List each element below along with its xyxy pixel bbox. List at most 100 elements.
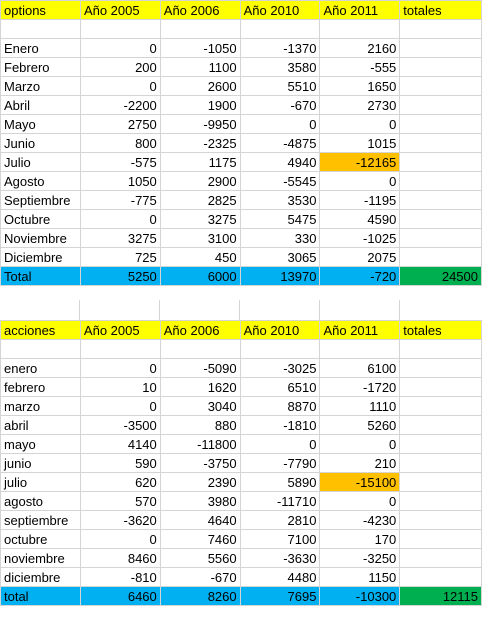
acciones-cell-8-0[interactable]: agosto [0,491,81,511]
options-cell-8-4[interactable]: 0 [319,171,401,191]
options-cell-3-0[interactable]: Marzo [0,76,81,96]
acciones-cell-0-0[interactable] [0,339,81,359]
acciones-cell-3-1[interactable]: 0 [79,396,161,416]
options-cell-6-0[interactable]: Junio [0,133,81,153]
acciones-cell-1-5[interactable] [399,358,482,378]
acciones-cell-5-2[interactable]: -11800 [159,434,241,454]
options-cell-total-0[interactable]: Total [0,266,81,286]
acciones-cell-4-1[interactable]: -3500 [79,415,161,435]
options-cell-9-5[interactable] [399,190,482,210]
acciones-cell-total-5[interactable]: 12115 [399,586,482,606]
options-cell-total-2[interactable]: 6000 [159,266,241,286]
acciones-cell-6-1[interactable]: 590 [79,453,161,473]
acciones-cell-10-4[interactable]: 170 [319,529,401,549]
acciones-cell-header-0[interactable]: acciones [0,320,81,340]
options-cell-2-5[interactable] [399,57,482,77]
acciones-cell-3-4[interactable]: 1110 [319,396,401,416]
options-cell-9-4[interactable]: -1195 [319,190,401,210]
options-cell-1-1[interactable]: 0 [79,38,161,58]
acciones-cell-9-0[interactable]: septiembre [0,510,81,530]
options-cell-3-4[interactable]: 1650 [319,76,401,96]
options-cell-total-1[interactable]: 5250 [79,266,161,286]
options-cell-6-3[interactable]: -4875 [239,133,321,153]
acciones-cell-11-4[interactable]: -3250 [319,548,401,568]
options-cell-7-3[interactable]: 4940 [239,152,321,172]
options-cell-3-1[interactable]: 0 [79,76,161,96]
options-cell-0-3[interactable] [239,19,321,39]
options-cell-7-4[interactable]: -12165 [319,152,401,172]
acciones-cell-3-0[interactable]: marzo [0,396,81,416]
acciones-cell-6-2[interactable]: -3750 [159,453,241,473]
options-cell-11-0[interactable]: Noviembre [0,228,81,248]
options-cell-11-4[interactable]: -1025 [319,228,401,248]
options-cell-total-3[interactable]: 13970 [239,266,321,286]
acciones-cell-total-4[interactable]: -10300 [319,586,401,606]
acciones-cell-11-2[interactable]: 5560 [159,548,241,568]
acciones-cell-7-5[interactable] [399,472,482,492]
options-cell-9-0[interactable]: Septiembre [0,190,81,210]
acciones-cell-2-2[interactable]: 1620 [159,377,241,397]
options-cell-9-3[interactable]: 3530 [239,190,321,210]
options-cell-5-4[interactable]: 0 [319,114,401,134]
acciones-cell-7-0[interactable]: julio [0,472,81,492]
options-cell-12-3[interactable]: 3065 [239,247,321,267]
options-cell-header-2[interactable]: Año 2006 [159,0,241,20]
acciones-cell-6-5[interactable] [399,453,482,473]
acciones-cell-1-2[interactable]: -5090 [159,358,241,378]
options-cell-0-5[interactable] [399,19,482,39]
options-cell-1-3[interactable]: -1370 [239,38,321,58]
options-cell-6-2[interactable]: -2325 [159,133,241,153]
acciones-cell-12-5[interactable] [399,567,482,587]
options-cell-4-1[interactable]: -2200 [79,95,161,115]
options-cell-11-1[interactable]: 3275 [79,228,161,248]
acciones-cell-7-1[interactable]: 620 [79,472,161,492]
acciones-cell-total-0[interactable]: total [0,586,81,606]
acciones-cell-3-5[interactable] [399,396,482,416]
options-cell-11-3[interactable]: 330 [239,228,321,248]
options-cell-2-1[interactable]: 200 [79,57,161,77]
options-cell-8-0[interactable]: Agosto [0,171,81,191]
options-cell-1-2[interactable]: -1050 [159,38,241,58]
acciones-cell-8-3[interactable]: -11710 [239,491,321,511]
options-cell-6-1[interactable]: 800 [79,133,161,153]
acciones-cell-12-1[interactable]: -810 [79,567,161,587]
acciones-cell-12-0[interactable]: diciembre [0,567,81,587]
acciones-cell-total-3[interactable]: 7695 [239,586,321,606]
options-cell-12-0[interactable]: Diciembre [0,247,81,267]
options-cell-5-1[interactable]: 2750 [79,114,161,134]
options-cell-0-2[interactable] [159,19,241,39]
acciones-cell-header-2[interactable]: Año 2006 [159,320,241,340]
options-cell-5-2[interactable]: -9950 [159,114,241,134]
options-cell-8-5[interactable] [399,171,482,191]
acciones-cell-6-0[interactable]: junio [0,453,81,473]
options-cell-12-5[interactable] [399,247,482,267]
options-cell-2-0[interactable]: Febrero [0,57,81,77]
options-cell-11-2[interactable]: 3100 [159,228,241,248]
options-cell-10-5[interactable] [399,209,482,229]
options-cell-2-2[interactable]: 1100 [159,57,241,77]
options-cell-7-2[interactable]: 1175 [159,152,241,172]
acciones-cell-5-0[interactable]: mayo [0,434,81,454]
options-cell-6-4[interactable]: 1015 [319,133,401,153]
acciones-cell-2-0[interactable]: febrero [0,377,81,397]
acciones-cell-4-0[interactable]: abril [0,415,81,435]
options-cell-total-4[interactable]: -720 [319,266,401,286]
options-cell-12-1[interactable]: 725 [79,247,161,267]
acciones-cell-8-4[interactable]: 0 [319,491,401,511]
options-cell-12-2[interactable]: 450 [159,247,241,267]
acciones-cell-3-3[interactable]: 8870 [239,396,321,416]
acciones-cell-8-1[interactable]: 570 [79,491,161,511]
options-cell-6-5[interactable] [399,133,482,153]
acciones-cell-total-2[interactable]: 8260 [159,586,241,606]
acciones-cell-4-3[interactable]: -1810 [239,415,321,435]
acciones-cell-header-3[interactable]: Año 2010 [239,320,321,340]
acciones-cell-10-0[interactable]: octubre [0,529,81,549]
acciones-cell-9-2[interactable]: 4640 [159,510,241,530]
acciones-cell-header-4[interactable]: Año 2011 [319,320,401,340]
options-cell-0-1[interactable] [79,19,161,39]
options-cell-8-2[interactable]: 2900 [159,171,241,191]
options-cell-1-5[interactable] [399,38,482,58]
acciones-cell-10-1[interactable]: 0 [79,529,161,549]
acciones-cell-2-5[interactable] [399,377,482,397]
options-cell-10-1[interactable]: 0 [79,209,161,229]
